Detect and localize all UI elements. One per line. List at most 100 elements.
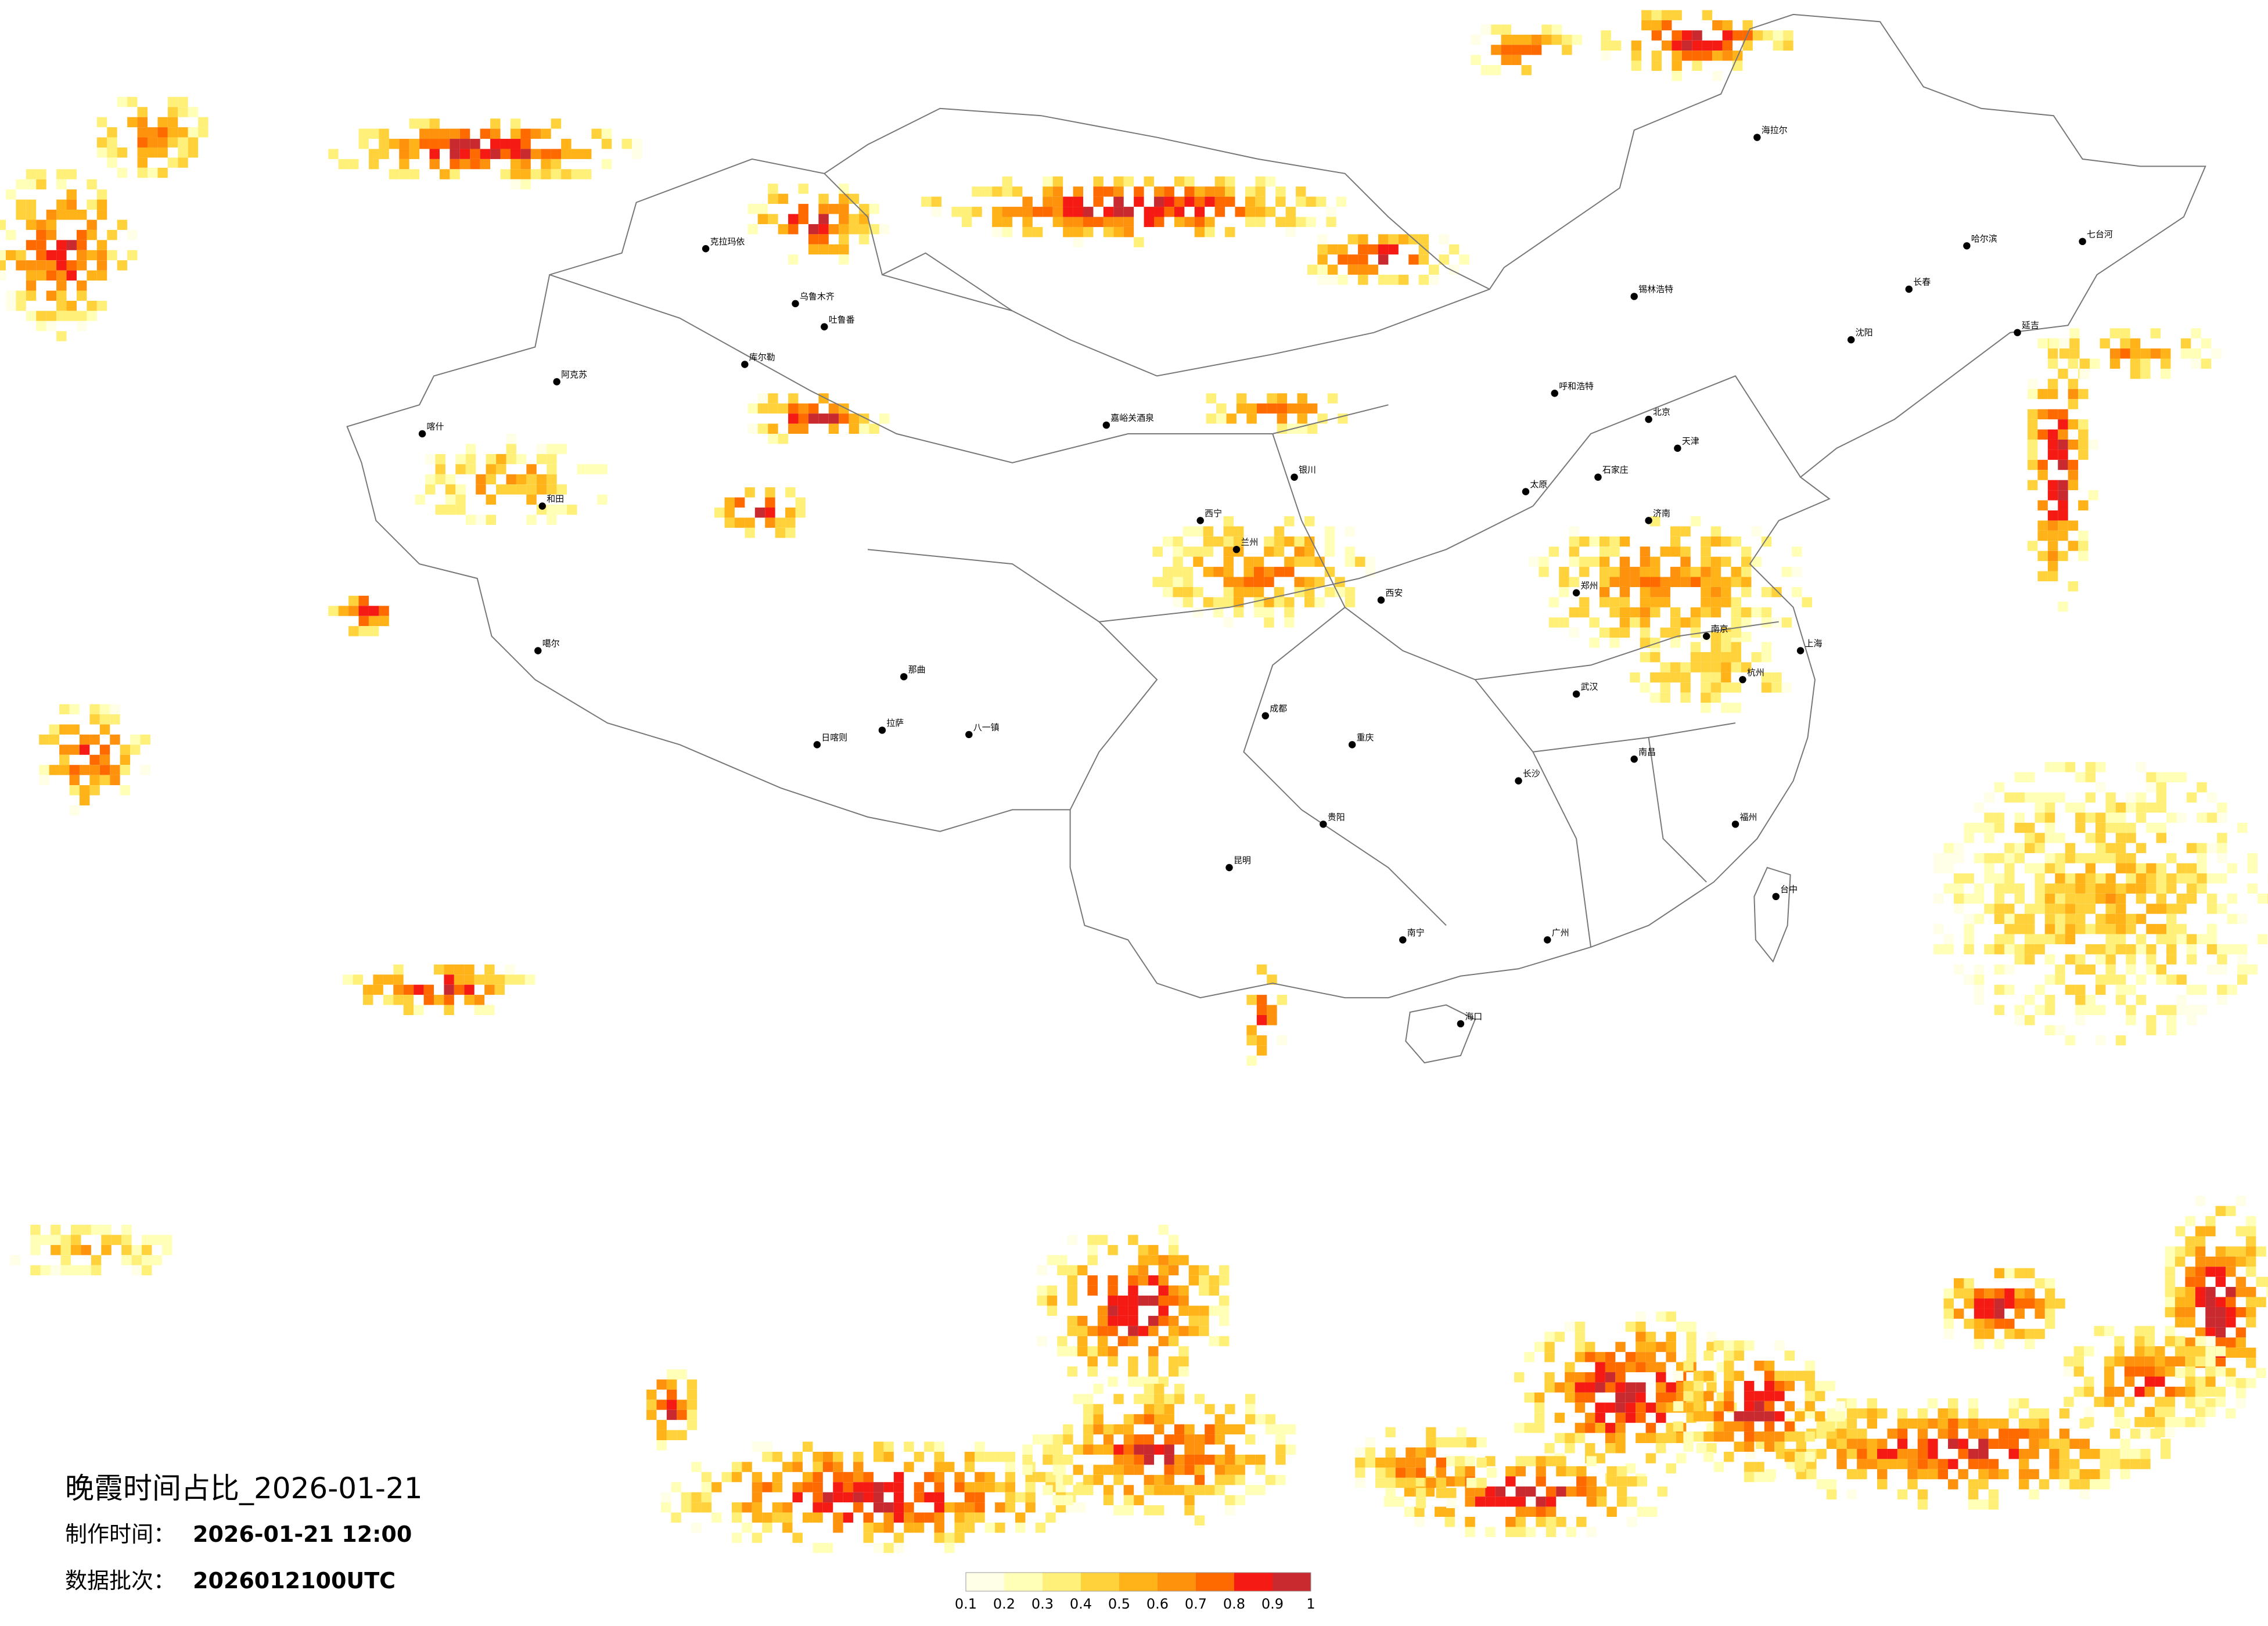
heat-cell xyxy=(1194,1485,1205,1495)
heat-cell xyxy=(785,487,796,498)
heat-cell xyxy=(1002,176,1012,187)
heat-cell xyxy=(2104,1376,2115,1387)
heat-cell xyxy=(904,1522,914,1533)
heat-cell xyxy=(1223,617,1234,628)
heat-cell xyxy=(121,1225,132,1235)
heat-cell xyxy=(414,984,424,995)
heat-cell xyxy=(1245,1394,1256,1404)
heat-cell xyxy=(1194,226,1205,238)
heat-cell xyxy=(1953,1308,1964,1319)
heat-cell xyxy=(1741,577,1752,587)
city-dot xyxy=(2079,238,2086,246)
heat-cell xyxy=(1284,597,1295,607)
heat-cell xyxy=(470,139,480,149)
heat-cell xyxy=(2134,1366,2145,1377)
heat-cell xyxy=(1721,652,1731,663)
heat-cell xyxy=(1615,1362,1626,1373)
heat-cell xyxy=(2185,1366,2195,1377)
city-dot xyxy=(1544,936,1551,944)
heat-cell xyxy=(1005,1482,1015,1492)
heat-cell xyxy=(2037,429,2048,440)
heat-cell xyxy=(2215,1246,2226,1257)
heat-cell xyxy=(1606,1506,1617,1517)
heat-cell xyxy=(1480,24,1491,35)
heat-cell xyxy=(1093,176,1104,187)
heat-cell xyxy=(1721,536,1731,547)
heat-cell xyxy=(2069,1479,2080,1490)
heat-cell xyxy=(2047,358,2058,369)
heat-cell xyxy=(69,775,80,786)
heat-cell xyxy=(772,1472,783,1483)
heat-cell xyxy=(1683,1380,1694,1391)
heat-cell xyxy=(96,260,107,271)
heat-cell xyxy=(813,1542,823,1553)
heat-cell xyxy=(69,724,80,735)
heat-cell xyxy=(2096,913,2106,924)
heat-cell xyxy=(782,1512,793,1523)
heat-cell xyxy=(379,128,389,139)
city-label: 福州 xyxy=(1739,812,1757,822)
heat-cell xyxy=(1225,196,1235,207)
heat-cell xyxy=(0,220,6,230)
heat-cell xyxy=(2044,883,2055,894)
heat-cell xyxy=(1625,1402,1636,1413)
heat-cell xyxy=(2166,913,2177,924)
heat-cell xyxy=(1662,10,1672,20)
heat-cell xyxy=(1052,207,1063,217)
heat-cell xyxy=(1214,1414,1225,1424)
heat-cell xyxy=(567,505,577,515)
heat-cell xyxy=(2130,368,2141,379)
heat-cell xyxy=(2105,934,2116,944)
heat-cell xyxy=(1203,567,1214,577)
heat-cell xyxy=(1670,662,1681,672)
heat-cell xyxy=(1867,1408,1878,1419)
heat-cell xyxy=(1113,1424,1124,1435)
heat-cell xyxy=(1524,1423,1534,1433)
heat-cell xyxy=(2215,1358,2226,1368)
city-label: 长沙 xyxy=(1523,768,1540,779)
heat-cell xyxy=(1988,1438,1999,1449)
heat-cell xyxy=(2114,1417,2125,1427)
heat-cell xyxy=(2217,812,2227,823)
heat-cell xyxy=(2029,1429,2039,1439)
city-label: 噶尔 xyxy=(542,638,560,649)
heat-cell xyxy=(1670,546,1681,557)
heat-cell xyxy=(1087,1285,1098,1296)
heat-cell xyxy=(1994,1288,2005,1299)
heat-cell xyxy=(581,169,592,179)
heat-cell xyxy=(561,169,572,179)
heat-cell xyxy=(2197,934,2207,944)
heat-cell xyxy=(1774,1391,1785,1401)
heat-cell xyxy=(1814,1391,1825,1401)
heat-cell xyxy=(921,196,932,207)
heat-cell xyxy=(1764,1431,1775,1442)
heat-cell xyxy=(1128,1275,1138,1286)
city-dot xyxy=(702,245,710,253)
heat-cell xyxy=(1554,1412,1565,1423)
heat-cell xyxy=(1144,176,1155,187)
heat-cell xyxy=(1556,1517,1566,1527)
heat-cell xyxy=(373,984,383,995)
heat-cell xyxy=(520,179,531,190)
heat-cell xyxy=(464,995,475,1005)
heat-cell xyxy=(2245,1236,2256,1247)
heat-cell xyxy=(2235,1347,2246,1358)
heat-cell xyxy=(99,704,110,715)
heat-cell xyxy=(1974,964,1985,975)
heat-cell xyxy=(1035,1522,1046,1533)
heat-cell xyxy=(1544,1443,1555,1454)
heat-cell xyxy=(1128,1366,1138,1377)
heat-cell xyxy=(2047,510,2058,521)
heat-cell xyxy=(681,1502,692,1513)
heat-cell xyxy=(724,517,735,528)
heat-cell xyxy=(107,157,117,168)
heat-cell xyxy=(1255,1465,1266,1475)
heat-cell xyxy=(1164,1434,1174,1445)
heat-cell xyxy=(808,244,819,255)
heat-cell xyxy=(1605,1423,1616,1433)
city-dot xyxy=(1702,632,1710,640)
heat-cell xyxy=(2058,449,2068,460)
heat-cell xyxy=(1928,1469,1938,1480)
heat-cell xyxy=(1148,1366,1159,1377)
heat-cell xyxy=(1534,1341,1545,1352)
